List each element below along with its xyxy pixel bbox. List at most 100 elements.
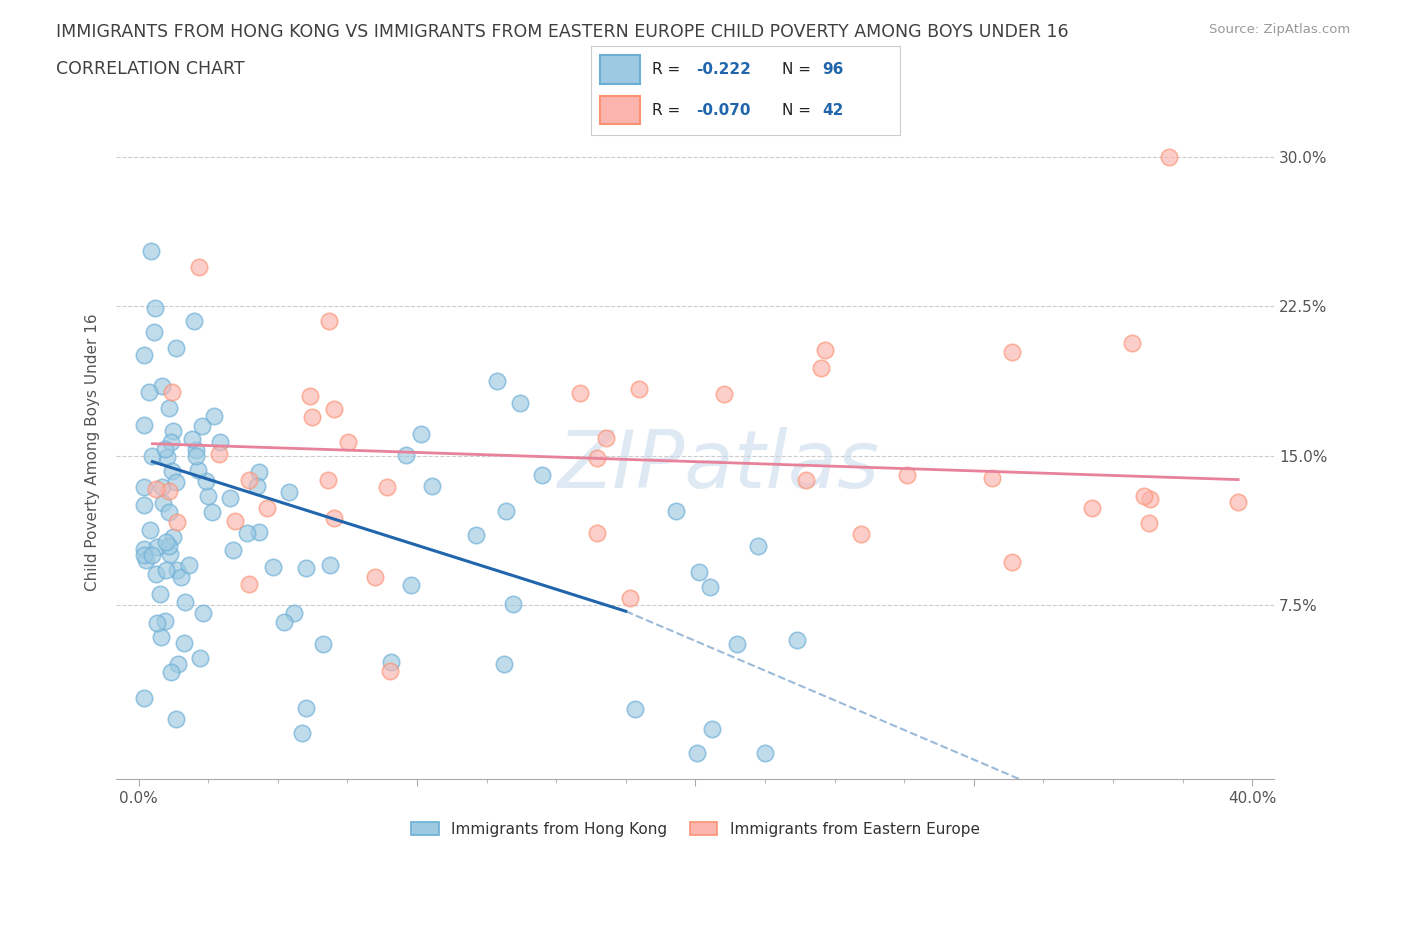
Point bbox=[796, 472, 818, 487]
Text: IMMIGRANTS FROM HONG KONG VS IMMIGRANTS FROM EASTERN EUROPE CHILD POVERTY AMONG : IMMIGRANTS FROM HONG KONG VS IMMIGRANTS … bbox=[56, 23, 1069, 41]
Point bbox=[747, 538, 769, 553]
Point bbox=[485, 374, 508, 389]
Point bbox=[155, 535, 177, 550]
Point bbox=[159, 546, 181, 561]
Point bbox=[191, 418, 214, 433]
Point bbox=[380, 655, 402, 670]
Point bbox=[1001, 554, 1024, 569]
Point bbox=[184, 443, 207, 458]
Point bbox=[1226, 495, 1249, 510]
Point bbox=[162, 423, 184, 438]
Point bbox=[336, 434, 359, 449]
Point bbox=[256, 500, 278, 515]
Point bbox=[139, 244, 162, 259]
Point bbox=[380, 664, 402, 679]
Point bbox=[409, 427, 432, 442]
Point bbox=[162, 530, 184, 545]
Text: 96: 96 bbox=[823, 62, 844, 77]
Point bbox=[139, 523, 162, 538]
Point bbox=[896, 468, 918, 483]
Text: N =: N = bbox=[782, 102, 815, 117]
Point bbox=[665, 503, 688, 518]
Point bbox=[322, 511, 344, 525]
Point bbox=[1157, 149, 1180, 164]
Point bbox=[157, 400, 180, 415]
Point bbox=[201, 504, 224, 519]
Point bbox=[247, 525, 270, 539]
Point bbox=[375, 480, 398, 495]
Point bbox=[1139, 491, 1161, 506]
Point bbox=[166, 563, 188, 578]
Point bbox=[298, 388, 321, 403]
Point bbox=[465, 527, 488, 542]
Point bbox=[173, 636, 195, 651]
Point bbox=[170, 570, 193, 585]
Y-axis label: Child Poverty Among Boys Under 16: Child Poverty Among Boys Under 16 bbox=[86, 313, 100, 591]
Point bbox=[160, 384, 183, 399]
Point bbox=[190, 650, 212, 665]
Point bbox=[1133, 489, 1156, 504]
Point bbox=[247, 465, 270, 480]
Point bbox=[1121, 336, 1143, 351]
Point bbox=[399, 578, 422, 592]
Point bbox=[141, 448, 163, 463]
Point bbox=[195, 474, 218, 489]
Text: CORRELATION CHART: CORRELATION CHART bbox=[56, 60, 245, 78]
Point bbox=[810, 361, 832, 376]
Point bbox=[699, 579, 721, 594]
Text: Source: ZipAtlas.com: Source: ZipAtlas.com bbox=[1209, 23, 1350, 36]
Text: R =: R = bbox=[652, 62, 686, 77]
Point bbox=[167, 657, 190, 671]
Point bbox=[157, 504, 180, 519]
Bar bbox=[600, 56, 640, 84]
Point bbox=[141, 548, 163, 563]
Point bbox=[132, 498, 155, 512]
Point bbox=[422, 479, 444, 494]
Point bbox=[754, 746, 776, 761]
Point bbox=[143, 325, 166, 339]
Point bbox=[132, 480, 155, 495]
Point bbox=[208, 446, 231, 461]
Point bbox=[145, 566, 167, 581]
Point bbox=[152, 496, 174, 511]
Point bbox=[177, 558, 200, 573]
Point bbox=[316, 472, 339, 487]
Point bbox=[495, 504, 517, 519]
Point bbox=[586, 451, 609, 466]
Point bbox=[173, 594, 195, 609]
Point bbox=[569, 386, 592, 401]
Point bbox=[1081, 500, 1104, 515]
Point bbox=[155, 563, 177, 578]
Text: -0.222: -0.222 bbox=[696, 62, 751, 77]
Point bbox=[1001, 345, 1024, 360]
Point bbox=[165, 711, 187, 726]
Point bbox=[165, 474, 187, 489]
Text: ZIPatlas: ZIPatlas bbox=[557, 427, 880, 505]
Point bbox=[146, 616, 169, 631]
Point bbox=[155, 441, 177, 456]
Point bbox=[291, 726, 314, 741]
Point bbox=[277, 485, 299, 499]
Point bbox=[494, 657, 516, 671]
Point bbox=[165, 341, 187, 356]
Point bbox=[628, 382, 651, 397]
Point bbox=[155, 613, 177, 628]
Point bbox=[1137, 515, 1160, 530]
Point bbox=[156, 450, 179, 465]
Text: -0.070: -0.070 bbox=[696, 102, 751, 117]
Point bbox=[224, 514, 246, 529]
Point bbox=[318, 313, 340, 328]
Point bbox=[688, 565, 710, 579]
Point bbox=[236, 525, 259, 540]
Point bbox=[713, 386, 735, 401]
Point bbox=[295, 701, 318, 716]
Point bbox=[849, 526, 872, 541]
Point bbox=[246, 478, 269, 493]
Point bbox=[132, 541, 155, 556]
Point bbox=[363, 569, 385, 584]
Point bbox=[188, 259, 211, 274]
Point bbox=[132, 548, 155, 563]
Point bbox=[786, 632, 808, 647]
Point bbox=[135, 552, 157, 567]
Point bbox=[624, 702, 647, 717]
